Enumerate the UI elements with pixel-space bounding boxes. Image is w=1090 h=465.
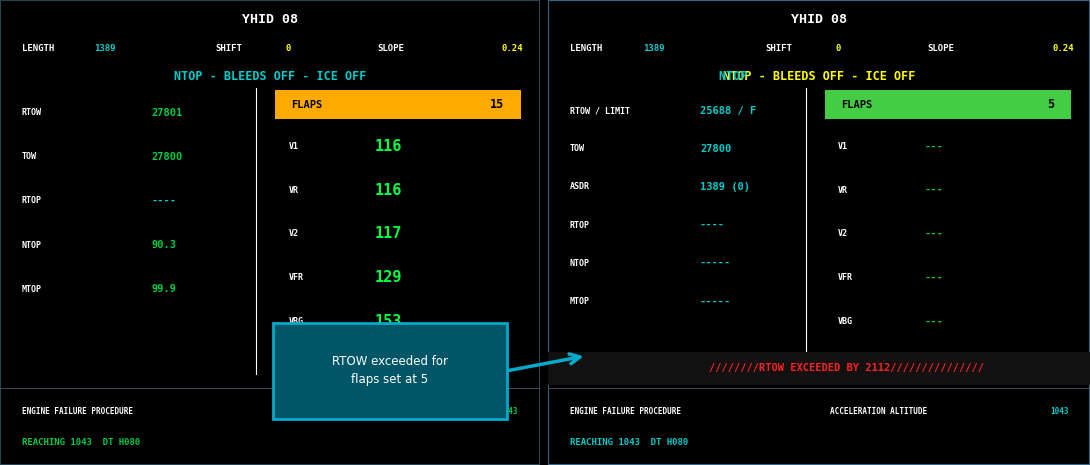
Text: 1389: 1389	[95, 44, 116, 53]
Text: ---: ---	[924, 316, 944, 326]
Text: ---: ---	[924, 141, 944, 152]
Text: 1389 (0): 1389 (0)	[700, 182, 750, 192]
Text: ---: ---	[924, 229, 944, 239]
Text: 116: 116	[375, 139, 402, 154]
Text: 25688 / F: 25688 / F	[700, 106, 756, 116]
Text: ---: ---	[924, 185, 944, 195]
Text: TOW: TOW	[570, 144, 585, 153]
Text: RTOP: RTOP	[22, 196, 41, 206]
Text: YHID 08: YHID 08	[242, 13, 298, 27]
Text: NTOP - BLEEDS OFF - ICE OFF: NTOP - BLEEDS OFF - ICE OFF	[723, 70, 916, 83]
Text: YHID 08: YHID 08	[791, 13, 847, 27]
Text: SLOPE: SLOPE	[377, 44, 404, 53]
Text: RTOW / LIMIT: RTOW / LIMIT	[570, 106, 630, 115]
Text: 0.24: 0.24	[501, 44, 523, 53]
Text: VBG: VBG	[289, 317, 304, 326]
Text: 0: 0	[835, 44, 840, 53]
Text: 99.9: 99.9	[152, 284, 177, 294]
Text: VBG: VBG	[838, 317, 853, 326]
Text: V2: V2	[838, 229, 848, 239]
Text: V2: V2	[289, 229, 299, 239]
Text: ENGINE FAILURE PROCEDURE: ENGINE FAILURE PROCEDURE	[22, 407, 133, 416]
Text: SHIFT: SHIFT	[216, 44, 243, 53]
Text: NTOP: NTOP	[22, 240, 41, 250]
Text: ENGINE FAILURE PROCEDURE: ENGINE FAILURE PROCEDURE	[570, 407, 681, 416]
Bar	[548, 352, 1090, 385]
Text: LENGTH: LENGTH	[570, 44, 602, 53]
Text: V1: V1	[838, 142, 848, 151]
Text: 0: 0	[286, 44, 291, 53]
Bar	[275, 90, 521, 119]
FancyArrowPatch shape	[509, 354, 580, 370]
Bar	[824, 90, 1071, 119]
Text: RTOP: RTOP	[570, 220, 590, 230]
Text: -----: -----	[700, 296, 731, 306]
Text: MTOP: MTOP	[22, 285, 41, 294]
Text: NTOP: NTOP	[719, 70, 919, 83]
Text: RTOW exceeded for
flaps set at 5: RTOW exceeded for flaps set at 5	[331, 355, 448, 386]
Text: SLOPE: SLOPE	[928, 44, 955, 53]
Text: 153: 153	[375, 314, 402, 329]
Text: 27801: 27801	[152, 107, 182, 118]
Text: 27800: 27800	[152, 152, 182, 162]
Text: 0.24: 0.24	[1052, 44, 1074, 53]
Text: 5: 5	[1047, 98, 1055, 111]
Text: TOW: TOW	[22, 152, 37, 161]
Text: 15: 15	[490, 98, 505, 111]
Text: NTOP: NTOP	[570, 259, 590, 268]
Text: MTOP: MTOP	[570, 297, 590, 306]
Text: NTOP - BLEEDS OFF - ICE OFF: NTOP - BLEEDS OFF - ICE OFF	[173, 70, 366, 83]
Text: 116: 116	[375, 183, 402, 198]
Text: ASDR: ASDR	[570, 182, 590, 192]
Text: RTOW: RTOW	[22, 108, 41, 117]
Text: V1: V1	[289, 142, 299, 151]
Text: LENGTH: LENGTH	[22, 44, 53, 53]
Text: ---: ---	[924, 272, 944, 283]
Text: VR: VR	[289, 186, 299, 195]
Text: VFR: VFR	[838, 273, 853, 282]
Text: REACHING 1043  DT H080: REACHING 1043 DT H080	[570, 438, 688, 447]
Text: ----: ----	[152, 196, 177, 206]
Text: ACCELERATION ALTITUDE: ACCELERATION ALTITUDE	[829, 407, 928, 416]
Text: 27800: 27800	[700, 144, 731, 154]
Text: 117: 117	[375, 226, 402, 241]
FancyBboxPatch shape	[272, 323, 507, 418]
Text: 1043: 1043	[499, 407, 518, 416]
Text: 1389: 1389	[643, 44, 665, 53]
Text: 1043: 1043	[1050, 407, 1068, 416]
Text: 90.3: 90.3	[152, 240, 177, 250]
Text: -----: -----	[700, 258, 731, 268]
Text: FLAPS: FLAPS	[291, 100, 323, 110]
Text: FLAPS: FLAPS	[840, 100, 872, 110]
Text: ----: ----	[700, 220, 725, 230]
Text: 129: 129	[375, 270, 402, 285]
Text: REACHING 1043  DT H080: REACHING 1043 DT H080	[22, 438, 140, 447]
Text: ////////RTOW EXCEEDED BY 2112///////////////: ////////RTOW EXCEEDED BY 2112///////////…	[708, 363, 983, 373]
Text: ACCELERATION ALTITUDE: ACCELERATION ALTITUDE	[280, 407, 378, 416]
Text: SHIFT: SHIFT	[765, 44, 791, 53]
Text: VFR: VFR	[289, 273, 304, 282]
Text: VR: VR	[838, 186, 848, 195]
